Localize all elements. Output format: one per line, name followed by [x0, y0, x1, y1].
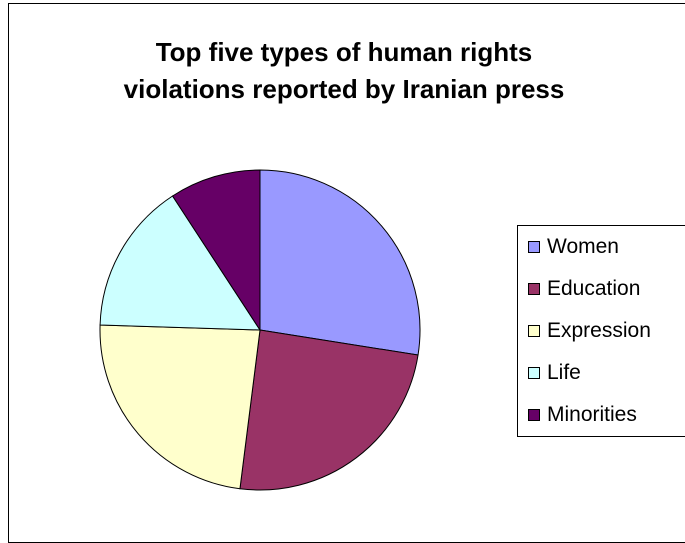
legend-label-women: Women: [547, 235, 619, 258]
legend-swatch-education: [528, 283, 540, 295]
legend-label-life: Life: [547, 361, 581, 384]
chart-legend: Women Education Expression Life Minoriti…: [517, 225, 685, 437]
pie-slice-life: [99, 195, 261, 331]
chart-title-line-2: violations reported by Iranian press: [123, 74, 565, 104]
legend-item-education: Education: [528, 276, 640, 302]
legend-swatch-life: [528, 367, 540, 379]
pie-slice-education: [239, 329, 419, 491]
pie-slice-expression: [99, 324, 261, 490]
chart-title: Top five types of human rights violation…: [9, 34, 679, 108]
legend-item-women: Women: [528, 234, 619, 260]
legend-swatch-expression: [528, 325, 540, 337]
legend-swatch-minorities: [528, 409, 540, 421]
pie-slice-women: [259, 169, 421, 356]
chart-title-line-1: Top five types of human rights: [155, 37, 533, 67]
legend-label-minorities: Minorities: [547, 403, 637, 426]
legend-label-education: Education: [547, 277, 641, 300]
legend-swatch-women: [528, 241, 540, 253]
legend-item-minorities: Minorities: [528, 402, 637, 428]
legend-label-expression: Expression: [547, 319, 651, 342]
legend-item-expression: Expression: [528, 318, 651, 344]
legend-item-life: Life: [528, 360, 581, 386]
pie-slice-minorities: [171, 169, 261, 332]
